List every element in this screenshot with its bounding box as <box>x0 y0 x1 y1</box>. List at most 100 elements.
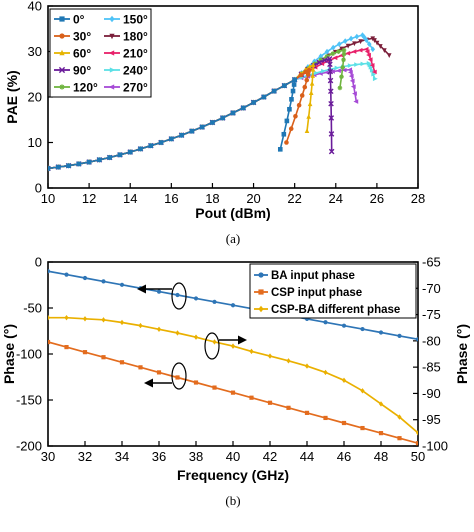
legend-b: BA input phase CSP input phase CSP-BA diff… <box>249 263 417 319</box>
series-line <box>48 316 418 434</box>
data-point <box>307 101 313 107</box>
data-point <box>156 326 162 332</box>
data-point <box>251 100 256 105</box>
data-point <box>357 47 363 53</box>
data-point <box>282 83 287 88</box>
data-point <box>371 69 377 75</box>
data-point <box>323 369 328 376</box>
x-axis-b: 30 32 34 36 38 40 42 44 46 48 50 <box>41 441 425 464</box>
data-point <box>316 59 323 66</box>
data-point <box>367 57 373 62</box>
legend-item: 120° <box>54 81 98 95</box>
y-right-tick-label: -65 <box>422 255 441 270</box>
data-point <box>82 316 88 322</box>
x-tick-label: 48 <box>374 449 388 464</box>
data-point <box>307 63 312 69</box>
data-point <box>345 43 351 49</box>
legend-marker <box>258 272 264 278</box>
data-point <box>330 51 336 56</box>
annotation-csp-arrow <box>144 362 187 390</box>
data-point <box>318 53 324 60</box>
data-point <box>175 292 180 298</box>
legend-label: 90° <box>73 64 91 78</box>
legend-label: CSP input phase <box>271 287 362 299</box>
legend-marker <box>109 15 115 23</box>
data-point <box>369 62 375 68</box>
data-point <box>371 71 377 77</box>
data-point <box>230 390 236 395</box>
data-point <box>321 68 326 74</box>
data-point <box>287 106 292 112</box>
y-tick-label: 30 <box>28 44 42 59</box>
data-point <box>328 131 335 137</box>
y-tick-label: 40 <box>28 0 42 14</box>
data-point <box>341 323 347 328</box>
data-point <box>288 126 294 132</box>
caption-a: (a) <box>226 231 240 246</box>
data-point <box>199 124 205 130</box>
data-point <box>309 80 315 86</box>
data-point <box>415 430 418 436</box>
data-point <box>323 415 328 421</box>
data-point <box>156 289 162 294</box>
annotation-diff-arrow <box>204 332 247 360</box>
data-point <box>82 275 88 281</box>
data-point <box>169 136 174 142</box>
data-point <box>327 77 334 84</box>
data-point <box>330 69 335 74</box>
legend-label: 30° <box>73 30 91 44</box>
legend-label: 210° <box>123 47 148 61</box>
y-tick-label: -100 <box>16 347 42 362</box>
data-point <box>358 39 363 45</box>
data-point <box>64 345 69 350</box>
series-group-a <box>48 32 392 172</box>
data-point <box>378 44 383 49</box>
data-point <box>281 131 287 137</box>
y-tick-label: -150 <box>16 393 42 408</box>
data-point <box>76 161 82 167</box>
data-point <box>349 78 355 84</box>
data-point <box>397 414 402 420</box>
data-point <box>212 299 217 304</box>
data-point <box>305 72 311 77</box>
data-point <box>310 66 316 72</box>
data-point <box>304 128 310 134</box>
data-point <box>158 140 164 145</box>
x-tick-label: 20 <box>246 191 260 206</box>
x-tick-label: 42 <box>263 449 277 464</box>
data-point <box>138 365 143 370</box>
legend-item: 180° <box>104 30 148 44</box>
y-tick-label: -200 <box>16 439 42 454</box>
data-point <box>107 155 112 160</box>
x-tick-label: 44 <box>300 449 314 464</box>
data-point <box>415 441 418 446</box>
data-point <box>339 46 345 52</box>
data-point <box>212 339 217 345</box>
legend-marker <box>109 33 115 40</box>
data-point <box>341 67 347 73</box>
data-point <box>324 54 330 59</box>
caption-b: (b) <box>225 493 240 508</box>
data-point <box>249 395 254 400</box>
legend-item: CSP-BA different phase <box>254 304 400 316</box>
x-tick-label: 24 <box>329 191 343 206</box>
data-point <box>386 53 392 59</box>
data-point <box>350 84 356 89</box>
legend-label: 150° <box>123 13 148 27</box>
series-b-0 <box>48 269 418 342</box>
x-tick-label: 14 <box>123 191 137 206</box>
series-a-0 <box>48 77 297 171</box>
data-point <box>271 88 277 94</box>
y-axis-a: 0 10 20 30 40 <box>28 0 53 196</box>
data-point <box>308 90 314 96</box>
data-point <box>302 84 308 90</box>
data-point <box>347 63 353 68</box>
data-point <box>193 296 199 301</box>
x-tick-label: 18 <box>205 191 219 206</box>
data-point <box>341 51 347 57</box>
x-axis-label-a: Pout (dBm) <box>195 205 270 221</box>
data-point <box>284 118 290 124</box>
legend-label: CSP-BA different phase <box>271 304 400 316</box>
data-point <box>293 113 298 119</box>
data-point <box>119 360 125 365</box>
